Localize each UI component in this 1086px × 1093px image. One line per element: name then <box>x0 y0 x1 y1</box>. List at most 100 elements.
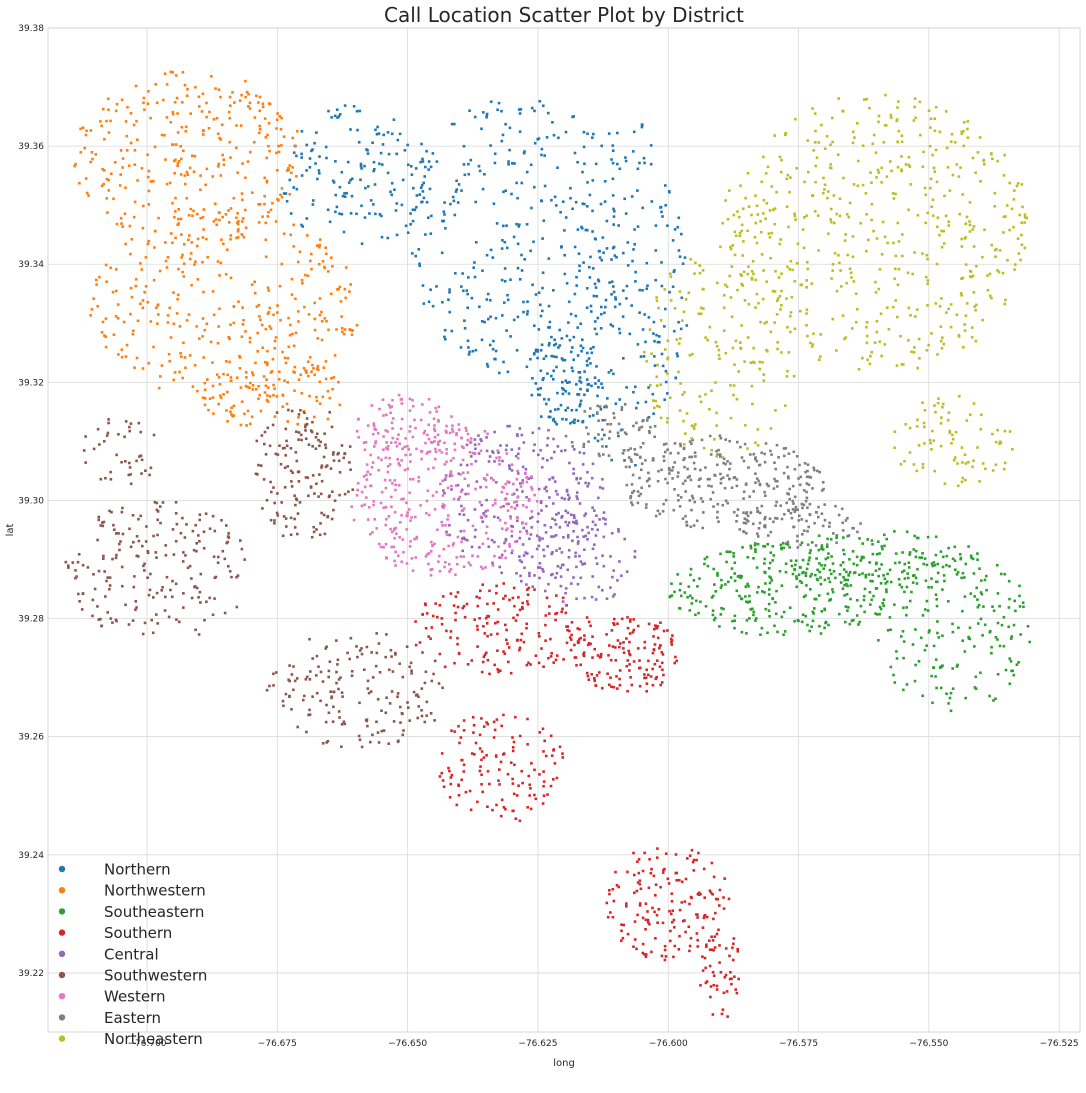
data-point <box>515 454 518 458</box>
data-point <box>936 620 939 623</box>
data-point <box>805 214 808 217</box>
data-point <box>902 606 905 610</box>
data-point <box>950 132 954 136</box>
data-point <box>586 181 589 184</box>
data-point <box>164 595 167 599</box>
data-point <box>248 107 252 110</box>
data-point <box>195 586 199 590</box>
data-point <box>289 533 293 537</box>
data-point <box>626 616 629 619</box>
data-point <box>199 601 202 604</box>
data-point <box>108 584 112 587</box>
data-point <box>695 913 698 916</box>
data-point <box>460 758 463 762</box>
data-point <box>183 83 187 87</box>
data-point <box>189 112 192 115</box>
data-point <box>710 935 713 939</box>
data-point <box>644 400 648 404</box>
data-point <box>1013 268 1016 271</box>
data-point <box>717 448 720 452</box>
data-point <box>220 238 223 241</box>
data-point <box>473 508 477 511</box>
data-point <box>276 514 280 517</box>
data-point <box>401 447 404 451</box>
data-point <box>752 557 755 560</box>
data-point <box>495 718 499 721</box>
data-point <box>715 932 719 936</box>
data-point <box>687 925 691 929</box>
data-point <box>587 678 591 681</box>
data-point <box>846 578 849 582</box>
data-point <box>248 336 252 340</box>
data-point <box>581 420 584 424</box>
data-point <box>105 434 109 437</box>
data-point <box>397 462 400 465</box>
data-point <box>754 542 757 545</box>
data-point <box>215 116 219 120</box>
data-point <box>836 153 840 156</box>
data-point <box>198 105 201 108</box>
data-point <box>310 149 313 153</box>
data-point <box>699 468 702 472</box>
data-point <box>516 434 519 438</box>
data-point <box>647 622 651 626</box>
data-point <box>203 388 207 392</box>
data-point <box>458 512 461 516</box>
data-point <box>140 458 144 462</box>
data-point <box>605 247 609 250</box>
data-point <box>174 196 177 200</box>
data-point <box>401 178 405 182</box>
data-point <box>522 300 525 304</box>
data-point <box>481 790 484 794</box>
data-point <box>663 944 667 948</box>
data-point <box>938 233 941 237</box>
data-point <box>522 640 526 644</box>
data-point <box>621 452 625 455</box>
data-point <box>525 170 529 174</box>
data-point <box>839 563 843 567</box>
data-point <box>543 739 546 743</box>
data-point <box>420 200 423 204</box>
data-point <box>590 310 593 313</box>
data-point <box>868 591 872 594</box>
data-point <box>504 448 508 452</box>
data-point <box>530 488 534 491</box>
data-point <box>790 295 794 299</box>
data-point <box>641 951 645 955</box>
data-point <box>913 346 916 349</box>
data-point <box>930 205 933 208</box>
data-point <box>773 624 776 628</box>
data-point <box>322 366 326 369</box>
data-point <box>797 519 801 522</box>
data-point <box>865 213 868 216</box>
data-point <box>517 596 520 599</box>
data-point <box>128 224 132 228</box>
data-point <box>467 276 470 279</box>
data-point <box>100 624 104 628</box>
data-point <box>889 665 893 669</box>
data-point <box>261 507 264 510</box>
data-point <box>498 459 501 462</box>
data-point <box>483 173 486 176</box>
data-point <box>389 441 393 444</box>
data-point <box>137 555 140 558</box>
data-point <box>513 501 516 504</box>
data-point <box>1020 243 1024 246</box>
data-point <box>139 514 142 518</box>
data-point <box>382 133 385 137</box>
data-point <box>420 714 424 718</box>
data-point <box>572 520 575 524</box>
data-point <box>374 440 377 443</box>
data-point <box>451 430 455 433</box>
data-point <box>754 472 757 475</box>
data-point <box>767 567 771 570</box>
data-point <box>147 593 151 597</box>
data-point <box>544 614 548 617</box>
data-point <box>648 431 651 435</box>
data-point <box>330 292 333 296</box>
data-point <box>752 522 755 526</box>
data-point <box>324 145 328 149</box>
data-point <box>544 589 547 593</box>
data-point <box>319 670 323 674</box>
data-point <box>441 479 444 483</box>
